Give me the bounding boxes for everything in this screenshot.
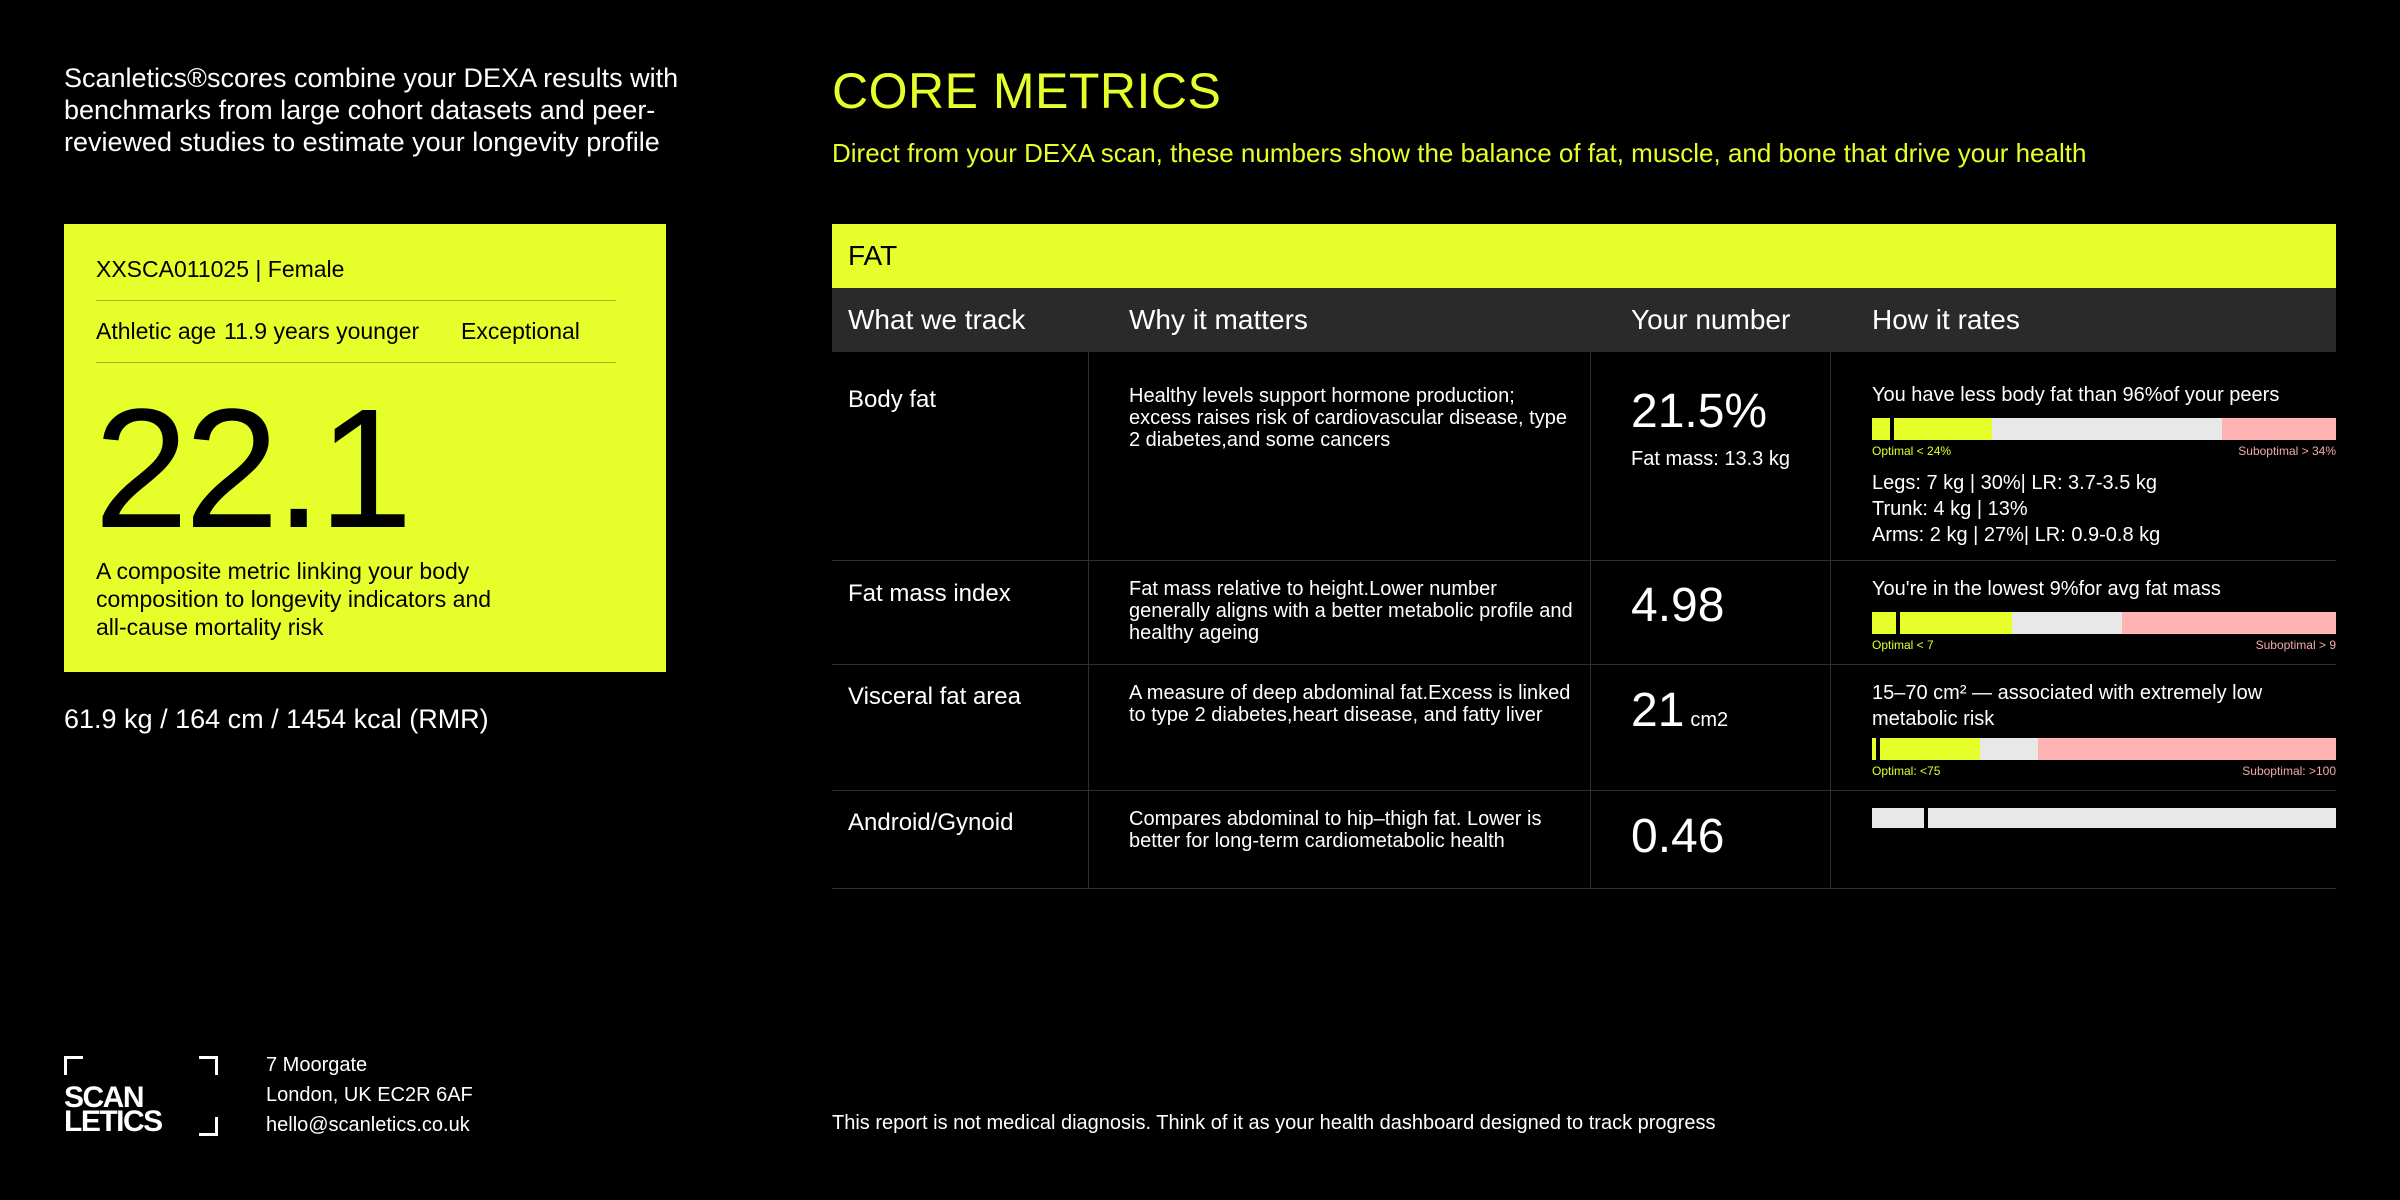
metric-why: Fat mass relative to height.Lower number… — [1129, 578, 1573, 644]
address-line: London, UK EC2R 6AF — [266, 1084, 473, 1106]
page-title: CORE METRICS — [832, 63, 1222, 119]
scanletics-logo: SCAN LETICS — [64, 1056, 218, 1138]
metric-name: Android/Gynoid — [848, 809, 1014, 836]
logo-line: SCAN — [64, 1081, 145, 1114]
suboptimal-label: Suboptimal > 34% — [2238, 444, 2336, 458]
metric-why: Healthy levels support hormone productio… — [1129, 385, 1567, 451]
rating-text: You have less body fat than 96%of your p… — [1872, 384, 2280, 406]
column-header: Your number — [1631, 304, 1791, 335]
segment-trunk: Trunk: 4 kg | 13% — [1872, 498, 2028, 520]
vitals: 61.9 kg / 164 cm / 1454 kcal (RMR) — [64, 704, 489, 734]
rating-text: You're in the lowest 9%for avg fat mass — [1872, 578, 2221, 600]
address-line: 7 Moorgate — [266, 1054, 368, 1076]
column-header: How it rates — [1872, 304, 2020, 335]
optimal-label: Optimal < 24% — [1872, 444, 1952, 458]
segment-list: Legs: 7 kg | 30%| LR: 3.7-3.5 kg Trunk: … — [1872, 470, 2160, 548]
metric-why: A measure of deep abdominal fat.Excess i… — [1129, 682, 1571, 726]
athletic-age-row: Athletic age 11.9 years younger Exceptio… — [96, 318, 580, 345]
metric-name: Visceral fat area — [848, 683, 1021, 710]
column-divider — [1088, 352, 1089, 888]
intro-text: Scanletics®scores combine your DEXA resu… — [64, 63, 679, 157]
rating-text: 15–70 cm² — associated with extremely lo… — [1872, 682, 2263, 730]
table-header: What we track Why it matters Your number… — [832, 288, 2336, 352]
column-header: Why it matters — [1129, 304, 1308, 335]
suboptimal-label: Suboptimal > 9 — [2255, 638, 2336, 652]
column-divider — [1590, 352, 1591, 888]
row-divider — [832, 560, 2336, 561]
metric-why: Compares abdominal to hip–thigh fat. Low… — [1129, 808, 1542, 852]
rating-bar — [1872, 738, 2336, 760]
disclaimer: This report is not medical diagnosis. Th… — [832, 1112, 1716, 1134]
card-divider — [96, 300, 616, 301]
logo-line: LETICS — [64, 1105, 163, 1138]
metric-name: Fat mass index — [848, 580, 1011, 607]
column-header: What we track — [848, 304, 1026, 335]
optimal-label: Optimal: <75 — [1872, 764, 1941, 778]
section-header-fat: FAT — [832, 224, 2336, 288]
metric-value: 21 — [1631, 684, 1685, 737]
metric-value: 0.46 — [1631, 810, 1725, 863]
client-id: XXSCA011025 | Female — [96, 256, 345, 282]
years-younger: 11.9 years younger — [224, 318, 420, 344]
row-divider — [832, 888, 2336, 889]
metric-sub-value: Fat mass: 13.3 kg — [1631, 448, 1790, 470]
rating-bar — [1872, 808, 2336, 828]
page-subtitle: Direct from your DEXA scan, these number… — [832, 138, 2087, 168]
rating-label: Exceptional — [461, 318, 580, 344]
rating-bar — [1872, 418, 2336, 440]
rating-bar — [1872, 612, 2336, 634]
logo-corner — [64, 1056, 83, 1075]
metric-value: 21.5% — [1631, 385, 1768, 438]
segment-arms: Arms: 2 kg | 27%| LR: 0.9-0.8 kg — [1872, 524, 2161, 546]
column-divider — [1830, 352, 1831, 888]
segment-legs: Legs: 7 kg | 30%| LR: 3.7-3.5 kg — [1872, 472, 2157, 494]
contact-email[interactable]: hello@scanletics.co.uk — [266, 1114, 470, 1136]
logo-corner — [199, 1056, 218, 1075]
card-divider — [96, 362, 616, 363]
logo-corner — [199, 1117, 218, 1136]
row-divider — [832, 664, 2336, 665]
metric-value-wrap: 21 cm2 — [1631, 683, 1728, 738]
metric-unit: cm2 — [1690, 709, 1729, 731]
score-description: A composite metric linking your body com… — [96, 558, 492, 640]
score-card: XXSCA011025 | Female Athletic age 11.9 y… — [64, 224, 666, 672]
metric-value: 4.98 — [1631, 579, 1725, 632]
company-address: 7 Moorgate London, UK EC2R 6AF hello@sca… — [266, 1050, 473, 1140]
suboptimal-label: Suboptimal: >100 — [2242, 764, 2336, 778]
athletic-age-label: Athletic age — [96, 318, 217, 344]
logo-wordmark: SCAN LETICS — [64, 1081, 163, 1138]
row-divider — [832, 790, 2336, 791]
longevity-score: 22.1 — [94, 374, 413, 564]
metric-name: Body fat — [848, 386, 937, 413]
optimal-label: Optimal < 7 — [1872, 638, 1934, 652]
